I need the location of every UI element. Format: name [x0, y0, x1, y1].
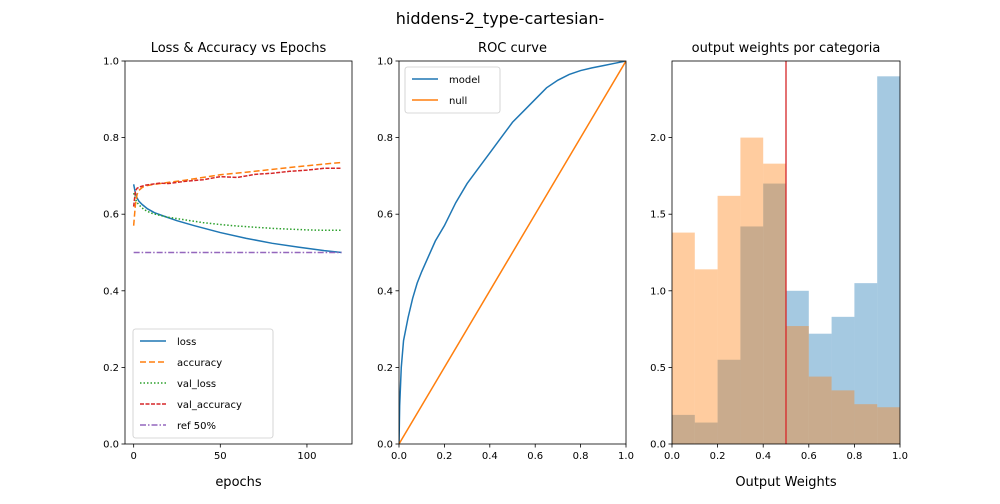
panel-output-weights-xlabel: Output Weights [735, 475, 837, 490]
hist-bar-category-0-3 [740, 137, 764, 444]
x-tick-label: 0.8 [573, 451, 589, 462]
panel-roc-title: ROC curve [478, 41, 547, 56]
hist-bar-category-1-7 [831, 316, 855, 444]
x-tick-label: 0.8 [846, 451, 862, 462]
series-line-null [399, 61, 626, 444]
hist-bar-category-0-9 [877, 407, 900, 444]
x-tick-label: 1.0 [892, 451, 908, 462]
series-line-model [399, 61, 626, 444]
series-category-1 [672, 76, 900, 444]
plot-area-roc: 0.0 0.2 0.4 0.6 0.8 1.0 0.0 0.2 0.4 0.6 0.8 1.0 [377, 57, 634, 463]
y-tick-label: 0.8 [377, 133, 393, 144]
y-tick-label: 0.0 [650, 440, 666, 451]
y-tick-label: 1.0 [650, 286, 666, 297]
y-tick-label: 0.6 [377, 210, 393, 221]
panel-output-weights-title: output weights por categoria [692, 41, 881, 56]
x-tick-label: 100 [297, 451, 316, 462]
x-tick-label: 0 [130, 451, 136, 462]
hist-bar-category-0-6 [808, 376, 832, 444]
hist-bar-category-1-0 [672, 414, 695, 444]
x-tick-label: 0.0 [664, 451, 680, 462]
x-tick-label: 0.2 [436, 451, 452, 462]
hist-bar-category-1-3 [740, 226, 764, 444]
panel-loss-accuracy: Loss & Accuracy vs Epochs epochs loss acc… [103, 41, 353, 490]
series-line-loss [132, 184, 342, 254]
y-tick-label: 2.0 [650, 133, 666, 144]
y-tick-label: 1.0 [377, 57, 393, 68]
legend-label-accuracy: accuracy [177, 358, 222, 369]
legend-label-loss: loss [177, 337, 196, 348]
series-line-val-accuracy [132, 167, 342, 207]
x-tick-label: 1.0 [618, 451, 634, 462]
series-category-0 [672, 137, 900, 444]
hist-bar-category-0-2 [717, 195, 741, 444]
y-tick-label: 0.5 [650, 363, 666, 374]
y-tick-label: 0.0 [103, 440, 119, 451]
y-tick-label: 1.0 [103, 57, 119, 68]
legend-label-val-loss: val_loss [177, 379, 216, 390]
legend-label-null: null [449, 96, 467, 107]
hist-bar-category-0-7 [831, 390, 855, 444]
x-tick-label: 0.0 [391, 451, 407, 462]
hist-bar-category-0-5 [786, 326, 809, 444]
axes-frame-roc [398, 60, 627, 445]
y-tick-label: 0.6 [103, 210, 119, 221]
hist-bar-category-0-8 [854, 404, 878, 444]
y-tick-label: 0.4 [377, 286, 393, 297]
x-tick-label: 0.6 [801, 451, 817, 462]
legend-box [132, 328, 274, 439]
y-tick-label: 0.2 [103, 363, 119, 374]
series-line-accuracy [132, 161, 342, 226]
hist-bar-category-1-5 [786, 290, 809, 444]
x-tick-label: 0.4 [755, 451, 771, 462]
hist-bar-category-0-4 [763, 163, 786, 444]
x-tick-label: 0.2 [710, 451, 726, 462]
panel-loss-accuracy-title: Loss & Accuracy vs Epochs [151, 41, 327, 56]
panel-output-weights: output weights por categoria Output Weig… [650, 41, 908, 490]
panel-loss-accuracy-xlabel: epochs [215, 475, 262, 490]
plot-area-loss-accuracy: 0 50 100 0.0 0.2 0.4 0.6 0.8 1.0 [103, 57, 353, 462]
legend-label-val-accuracy: val_accuracy [177, 400, 242, 411]
x-tick-label: 50 [214, 451, 227, 462]
hist-bar-category-0-1 [694, 269, 718, 444]
hist-bar-category-1-1 [694, 422, 718, 444]
panel-roc-legend: model null [404, 66, 501, 114]
y-tick-label: 0.2 [377, 363, 393, 374]
y-tick-label: 0.0 [377, 440, 393, 451]
figure-title: hiddens-2_type-cartesian- [396, 9, 604, 29]
hist-bar-category-1-4 [763, 183, 786, 444]
hist-bar-category-0-0 [672, 232, 695, 444]
hist-bar-category-1-8 [854, 283, 878, 444]
legend-label-model: model [449, 75, 480, 86]
legend-label-ref-50: ref 50% [177, 421, 216, 432]
axes-frame-output-weights [671, 60, 901, 445]
axes-frame-loss-accuracy [124, 60, 353, 445]
x-tick-label: 0.6 [527, 451, 543, 462]
series-line-val-loss [132, 192, 342, 232]
plot-area-output-weights: 0.0 0.2 0.4 0.6 0.8 1.0 0.0 0.5 1.0 1.5 2.0 [650, 60, 908, 462]
y-tick-label: 0.8 [103, 133, 119, 144]
y-tick-label: 0.4 [103, 286, 119, 297]
y-tick-label: 1.5 [650, 210, 666, 221]
hist-bar-category-1-9 [877, 76, 900, 444]
hist-bar-category-1-6 [808, 333, 832, 444]
x-tick-label: 0.4 [482, 451, 498, 462]
hist-bar-category-1-2 [717, 359, 741, 444]
